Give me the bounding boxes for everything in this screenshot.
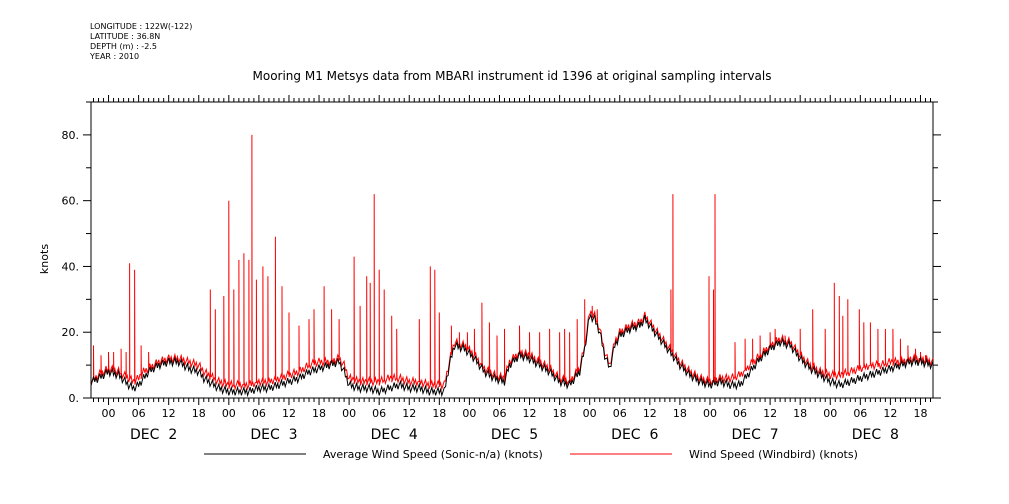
depth-text: DEPTH (m) : -2.5 bbox=[90, 42, 157, 51]
latitude-text: LATITUDE : 36.8N bbox=[90, 32, 161, 41]
day-label: DEC 3 bbox=[250, 427, 297, 443]
x-tick-label: 06 bbox=[733, 407, 747, 420]
legend-label-black: Average Wind Speed (Sonic-n/a) (knots) bbox=[323, 448, 543, 461]
axis-ticks bbox=[83, 95, 941, 405]
legend-label-red: Wind Speed (Windbird) (knots) bbox=[689, 448, 858, 461]
x-tick-label: 12 bbox=[402, 407, 416, 420]
y-tick-label: 40. bbox=[62, 260, 80, 273]
y-tick-labels: 0. 20. 40. 60. 80. bbox=[62, 129, 80, 405]
x-tick-label: 00 bbox=[462, 407, 476, 420]
day-labels: DEC 2 DEC 3 DEC 4 DEC 5 DEC 6 DEC 7 DEC 8 bbox=[130, 427, 899, 443]
day-label: DEC 5 bbox=[491, 427, 538, 443]
plot-frame bbox=[90, 101, 934, 399]
x-tick-label: 06 bbox=[252, 407, 266, 420]
x-tick-label: 00 bbox=[583, 407, 597, 420]
x-tick-label: 06 bbox=[132, 407, 146, 420]
metadata-block: LONGITUDE : 122W(-122) LATITUDE : 36.8N … bbox=[90, 22, 192, 62]
day-label: DEC 7 bbox=[731, 427, 778, 443]
x-tick-label: 18 bbox=[793, 407, 807, 420]
series-line-sonic-average bbox=[90, 312, 934, 398]
y-tick-label: 60. bbox=[62, 195, 80, 208]
x-tick-label: 12 bbox=[643, 407, 657, 420]
y-tick-label: 80. bbox=[62, 129, 80, 142]
x-tick-label: 18 bbox=[192, 407, 206, 420]
x-tick-label: 00 bbox=[342, 407, 356, 420]
longitude-text: LONGITUDE : 122W(-122) bbox=[90, 22, 193, 31]
x-tick-label: 00 bbox=[703, 407, 717, 420]
x-tick-labels: 00 06 12 18 00 06 12 18 00 06 12 18 00 06 12 18 00 06 12 18… bbox=[102, 407, 928, 420]
day-label: DEC 2 bbox=[130, 427, 177, 443]
x-tick-label: 00 bbox=[222, 407, 236, 420]
x-tick-label: 18 bbox=[553, 407, 567, 420]
day-label: DEC 6 bbox=[611, 427, 658, 443]
x-tick-label: 12 bbox=[523, 407, 537, 420]
x-tick-label: 06 bbox=[853, 407, 867, 420]
chart-title: Mooring M1 Metsys data from MBARI instru… bbox=[253, 69, 772, 83]
x-tick-label: 18 bbox=[913, 407, 927, 420]
y-axis-label: knots bbox=[38, 244, 51, 274]
day-label: DEC 8 bbox=[852, 427, 899, 443]
x-tick-label: 18 bbox=[432, 407, 446, 420]
series-line-windbird bbox=[90, 134, 934, 391]
x-tick-label: 06 bbox=[372, 407, 386, 420]
day-label: DEC 4 bbox=[371, 427, 418, 443]
x-tick-label: 18 bbox=[312, 407, 326, 420]
x-tick-label: 18 bbox=[673, 407, 687, 420]
x-tick-label: 00 bbox=[823, 407, 837, 420]
y-tick-label: 0. bbox=[69, 392, 80, 405]
x-tick-label: 12 bbox=[763, 407, 777, 420]
x-tick-label: 12 bbox=[282, 407, 296, 420]
x-tick-label: 06 bbox=[613, 407, 627, 420]
year-text: YEAR : 2010 bbox=[90, 52, 140, 61]
x-tick-label: 12 bbox=[883, 407, 897, 420]
x-tick-label: 00 bbox=[102, 407, 116, 420]
y-tick-label: 20. bbox=[62, 326, 80, 339]
x-tick-label: 12 bbox=[162, 407, 176, 420]
legend: Average Wind Speed (Sonic-n/a) (knots) W… bbox=[204, 448, 858, 461]
x-tick-label: 06 bbox=[492, 407, 506, 420]
